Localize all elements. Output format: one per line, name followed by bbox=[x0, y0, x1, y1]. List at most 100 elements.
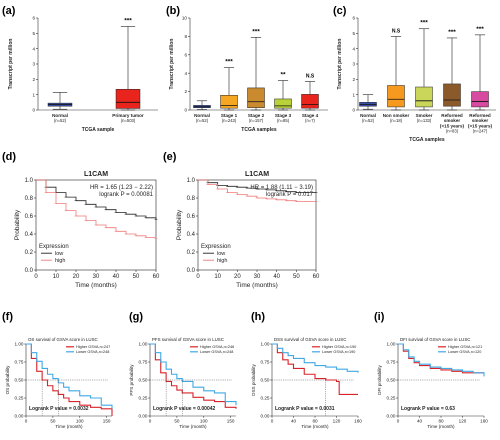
category-label: (<15 years) bbox=[440, 123, 465, 128]
legend-label: high bbox=[55, 258, 65, 264]
category-label: Normal bbox=[360, 113, 376, 118]
category-count: (n=52) bbox=[54, 118, 67, 123]
y-tick-label: 0.75 bbox=[387, 360, 396, 365]
panel-label-h: (h) bbox=[251, 311, 265, 323]
box-body bbox=[220, 95, 238, 109]
logrank-annotation: Logrank P value = 0.63 bbox=[401, 406, 455, 412]
x-tick-label: 30 bbox=[93, 274, 100, 280]
y-axis-label: OS probability bbox=[5, 365, 10, 395]
significance-label: ** bbox=[280, 72, 286, 79]
chart-title: OS survival of GSVA score in LUSC bbox=[28, 337, 98, 342]
panel-label-a: (a) bbox=[2, 5, 16, 17]
y-axis-label: Transcript per million bbox=[337, 39, 343, 90]
y-tick-label: 0.0 bbox=[187, 268, 196, 274]
legend-label: Lower GSVA,n=120 bbox=[448, 350, 481, 354]
category-count: (n=247) bbox=[473, 129, 488, 134]
annotation-text: HR = 1.88 (1.11 − 3.19) bbox=[250, 185, 313, 191]
x-axis-label: Time (month) bbox=[179, 424, 207, 429]
y-tick-label: 6 bbox=[352, 16, 355, 21]
y-tick-label: 0.00 bbox=[139, 414, 148, 419]
x-tick-label: 30 bbox=[254, 274, 261, 280]
x-tick-label: 150 bbox=[103, 419, 111, 424]
x-tick-label: 0 bbox=[25, 419, 28, 424]
category-label: Stage 4 bbox=[302, 113, 319, 118]
box-body bbox=[387, 85, 405, 108]
category-label: Smoker bbox=[416, 113, 433, 118]
x-tick-label: 60 bbox=[313, 274, 320, 280]
logrank-annotation: Logrank P value = 0.0031 bbox=[275, 406, 335, 412]
y-axis-label: Transcript per million bbox=[169, 39, 175, 90]
y-tick-label: 0.6 bbox=[25, 214, 34, 220]
y-tick-label: 0.00 bbox=[387, 414, 396, 419]
y-tick-label: 1 bbox=[32, 92, 35, 97]
box-body bbox=[247, 87, 265, 108]
category-label: Stage 1 bbox=[221, 113, 238, 118]
category-label: Reformed bbox=[469, 113, 491, 118]
x-tick-label: 50 bbox=[174, 419, 180, 424]
x-tick-label: 10 bbox=[214, 274, 221, 280]
legend-label: low bbox=[55, 251, 63, 257]
logrank-annotation: Logrank P value = 0.0032 bbox=[29, 406, 89, 412]
y-tick-label: 5 bbox=[352, 31, 355, 36]
y-tick-label: 0.0 bbox=[25, 268, 34, 274]
category-label: smoker bbox=[472, 118, 489, 123]
y-tick-label: 1.0 bbox=[187, 178, 196, 184]
x-axis-label: TCGA samples bbox=[409, 137, 445, 143]
y-tick-label: 6 bbox=[184, 52, 187, 57]
category-count: (n=83) bbox=[446, 129, 459, 134]
x-tick-label: 120 bbox=[333, 419, 341, 424]
y-tick-label: 3 bbox=[32, 62, 35, 67]
y-tick-label: 0.4 bbox=[25, 232, 34, 238]
y-tick-label: 1.00 bbox=[139, 342, 148, 347]
legend-label: low bbox=[217, 251, 225, 257]
significance-label: N.S bbox=[306, 73, 315, 79]
annotation-text: logrank P = 0.017 bbox=[266, 192, 314, 198]
y-tick-label: 2 bbox=[352, 77, 355, 82]
legend-title: Expression bbox=[39, 244, 69, 250]
chart-title: L1CAM bbox=[84, 171, 108, 178]
category-label: Reformed bbox=[441, 113, 463, 118]
x-tick-label: 160 bbox=[354, 419, 362, 424]
x-tick-label: 20 bbox=[234, 274, 241, 280]
x-tick-label: 40 bbox=[417, 419, 423, 424]
category-count: (n=52) bbox=[362, 118, 375, 123]
y-tick-label: 0.8 bbox=[25, 196, 34, 202]
y-tick-label: 0.25 bbox=[15, 396, 24, 401]
y-axis-label: PFS probability bbox=[129, 364, 134, 396]
survival-curve bbox=[150, 343, 237, 409]
panel-label-f: (f) bbox=[2, 311, 13, 323]
panel-label-d: (d) bbox=[2, 151, 16, 163]
y-tick-label: 1.0 bbox=[25, 178, 34, 184]
survival-curve bbox=[272, 343, 359, 373]
annotation-text: HR = 1.65 (1.23 − 2.22) bbox=[90, 185, 153, 191]
legend-label: Higher GSVA,n=246 bbox=[200, 345, 234, 349]
legend-label: high bbox=[217, 258, 227, 264]
category-count: (n=157) bbox=[249, 118, 264, 123]
y-tick-label: 0.25 bbox=[139, 396, 148, 401]
y-tick-label: 0.4 bbox=[187, 232, 196, 238]
box-body bbox=[301, 94, 319, 109]
x-tick-label: 80 bbox=[312, 419, 318, 424]
category-count: (n=85) bbox=[277, 118, 290, 123]
significance-label: *** bbox=[448, 29, 456, 36]
y-tick-label: 0.6 bbox=[187, 214, 196, 220]
chart-title: PFS survival of GSVA score in LUSC bbox=[152, 337, 224, 342]
legend-title: Expression bbox=[201, 244, 231, 250]
legend-label: Higher GSVA,n=190 bbox=[322, 345, 356, 349]
x-axis-label: Time (months) bbox=[75, 282, 117, 289]
legend-label: Higher GSVA,n=121 bbox=[448, 345, 482, 349]
significance-label: *** bbox=[476, 26, 484, 33]
chart-title: L1CAM bbox=[245, 171, 269, 178]
x-tick-label: 0 bbox=[149, 419, 152, 424]
category-label: (>15 years) bbox=[468, 123, 493, 128]
category-count: (n=7) bbox=[305, 118, 315, 123]
y-tick-label: 0.50 bbox=[387, 378, 396, 383]
y-tick-label: 3 bbox=[352, 62, 355, 67]
annotation-text: logrank P = 0.00081 bbox=[99, 192, 153, 198]
x-tick-label: 80 bbox=[438, 419, 444, 424]
y-tick-label: 0.2 bbox=[187, 250, 196, 256]
y-tick-label: 6 bbox=[32, 16, 35, 21]
significance-label: *** bbox=[252, 28, 260, 35]
y-tick-label: 2 bbox=[184, 89, 187, 94]
